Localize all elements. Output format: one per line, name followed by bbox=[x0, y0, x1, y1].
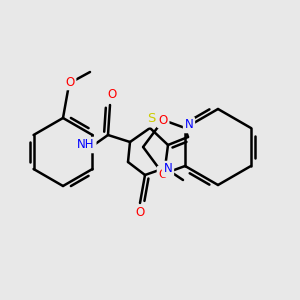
Text: O: O bbox=[158, 167, 168, 181]
Text: N: N bbox=[164, 163, 172, 176]
Text: S: S bbox=[147, 112, 155, 125]
Text: N: N bbox=[184, 118, 194, 131]
Text: O: O bbox=[135, 206, 145, 220]
Text: NH: NH bbox=[77, 139, 95, 152]
Text: O: O bbox=[65, 76, 75, 88]
Text: O: O bbox=[158, 113, 168, 127]
Text: O: O bbox=[107, 88, 117, 101]
